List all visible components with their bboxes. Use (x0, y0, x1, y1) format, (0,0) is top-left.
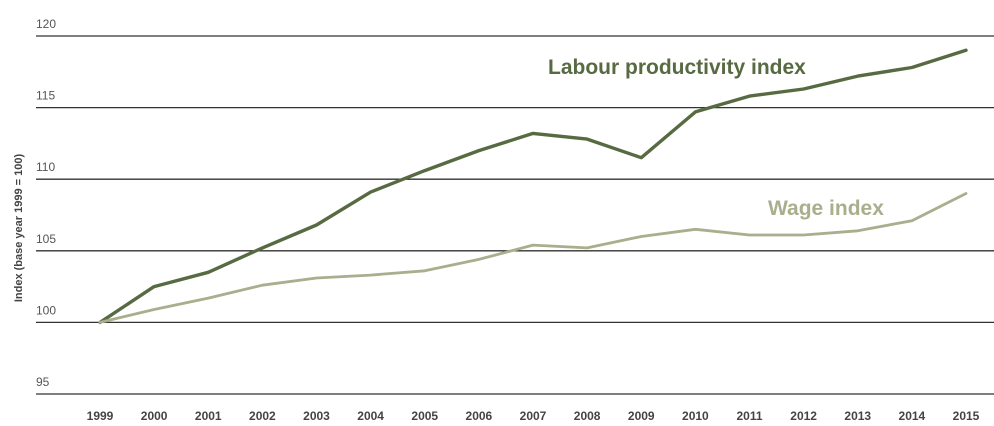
x-tick-label: 2006 (466, 409, 493, 423)
y-tick-label: 115 (36, 89, 55, 103)
series-label: Labour productivity index (548, 56, 806, 79)
series-labels: Labour productivity index Wage index (548, 56, 884, 220)
x-tick-label: 2007 (520, 409, 547, 423)
x-tick-label: 2012 (790, 409, 817, 423)
x-tick-label: 2014 (899, 409, 926, 423)
x-tick-label: 2005 (411, 409, 438, 423)
y-tick-label: 105 (36, 232, 56, 246)
x-tick-label: 2015 (953, 409, 980, 423)
x-tick-label: 2001 (195, 409, 222, 423)
x-tick-label: 2003 (303, 409, 330, 423)
y-tick-label: 110 (36, 160, 55, 174)
x-tick-label: 2013 (844, 409, 871, 423)
x-tick-label: 1999 (87, 409, 114, 423)
y-tick-label: 100 (36, 303, 56, 317)
series-line-labour-productivity (98, 48, 968, 325)
x-tick-label: 2009 (628, 409, 655, 423)
series-line-wage (98, 192, 968, 324)
x-tick-labels: 1999 2000 2001 2002 2003 2004 2005 2006 2007 2008… (87, 409, 980, 423)
x-tick-label: 2002 (249, 409, 276, 423)
series-label: Wage index (768, 197, 884, 220)
x-tick-label: 2008 (574, 409, 601, 423)
y-tick-label: 95 (36, 375, 50, 389)
x-tick-label: 2000 (141, 409, 168, 423)
series-lines (98, 48, 968, 325)
x-tick-label: 2011 (736, 409, 762, 423)
x-tick-label: 2010 (682, 409, 709, 423)
y-axis-title: Index (base year 1999 = 100) (13, 154, 25, 303)
x-tick-label: 2004 (357, 409, 384, 423)
y-tick-label: 120 (36, 17, 56, 31)
y-tick-labels: 95 100 105 110 115 120 (36, 17, 56, 389)
